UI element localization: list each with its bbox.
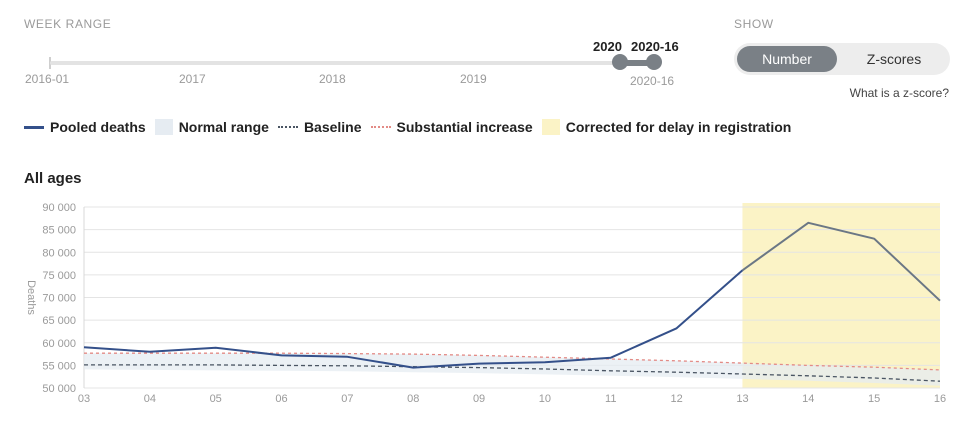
x-tick-label: 14 <box>802 393 814 405</box>
x-tick-label: 07 <box>341 393 353 405</box>
legend-normal: Normal range <box>154 119 269 135</box>
x-tick-label: 12 <box>670 393 682 405</box>
y-tick-label: 50 000 <box>42 383 76 395</box>
x-tick-label: 10 <box>539 393 551 405</box>
range-end-handle[interactable] <box>646 54 662 70</box>
handle-end-label: 2020-16 <box>631 39 679 54</box>
x-tick-label: 06 <box>275 393 287 405</box>
show-title: SHOW <box>734 17 774 31</box>
show-toggle: Number Z-scores <box>734 43 950 75</box>
toggle-zscores[interactable]: Z-scores <box>866 51 922 67</box>
legend-substantial: Substantial increase <box>370 119 533 135</box>
legend-substantial-swatch <box>370 126 391 128</box>
y-tick-label: 70 000 <box>42 293 76 305</box>
toggle-number[interactable]: Number <box>737 46 837 72</box>
handle-start-label: 2020 <box>593 39 622 54</box>
pooled-deaths-line <box>83 269 744 369</box>
deaths-chart: 50 000 55 000 60 000 65 000 70 000 75 000 80 0… <box>25 202 946 405</box>
legend-baseline-label: Baseline <box>303 119 362 135</box>
week-range-title: WEEK RANGE <box>24 17 112 31</box>
x-tick-label: 05 <box>210 393 222 405</box>
pooled-deaths-corrected-line <box>741 221 941 302</box>
legend-baseline: Baseline <box>277 119 362 135</box>
x-tick-label: 11 <box>605 393 616 405</box>
legend-pooled-label: Pooled deaths <box>50 119 146 135</box>
range-start-label: 2016-01 <box>25 72 70 86</box>
x-tick-label: 13 <box>736 393 748 405</box>
x-tick-label: 03 <box>78 393 90 405</box>
zscore-help-link[interactable]: What is a z-score? <box>849 86 949 100</box>
corrected-region <box>742 203 940 388</box>
legend-pooled-swatch <box>24 125 44 129</box>
x-tick-label: 08 <box>407 393 419 405</box>
legend: Pooled deaths Normal range Baseline Subs… <box>24 118 800 136</box>
legend-baseline-swatch <box>277 126 298 128</box>
year-tick-2018: 2018 <box>319 72 346 86</box>
x-tick-label: 09 <box>473 393 485 405</box>
range-end-label: 2020-16 <box>630 74 675 88</box>
normal-range-band <box>84 353 940 386</box>
y-tick-label: 55 000 <box>42 360 76 372</box>
y-tick-label: 90 000 <box>42 202 76 214</box>
legend-normal-swatch <box>154 119 173 135</box>
legend-substantial-label: Substantial increase <box>396 119 533 135</box>
legend-pooled: Pooled deaths <box>24 119 146 135</box>
legend-corrected: Corrected for delay in registration <box>541 119 792 135</box>
y-tick-label: 75 000 <box>42 270 76 282</box>
y-tick-label: 80 000 <box>42 247 76 259</box>
substantial-increase-line <box>84 352 941 371</box>
week-range-track[interactable] <box>50 61 654 65</box>
y-axis-title: Deaths <box>25 280 37 315</box>
year-tick-2019: 2019 <box>460 72 487 86</box>
y-tick-label: 85 000 <box>42 225 76 237</box>
baseline-line <box>84 364 941 382</box>
week-range-selection[interactable] <box>620 60 654 66</box>
x-tick-label: 04 <box>144 393 156 405</box>
y-tick-label: 60 000 <box>42 338 76 350</box>
legend-normal-label: Normal range <box>178 119 269 135</box>
year-tick-2017: 2017 <box>179 72 206 86</box>
chart-title: All ages <box>24 170 82 187</box>
x-tick-label: 16 <box>934 393 946 405</box>
y-tick-label: 65 000 <box>42 315 76 327</box>
x-tick-label: 15 <box>868 393 880 405</box>
legend-corrected-label: Corrected for delay in registration <box>565 119 792 135</box>
range-start-handle[interactable] <box>612 54 628 70</box>
legend-corrected-swatch <box>541 119 560 135</box>
